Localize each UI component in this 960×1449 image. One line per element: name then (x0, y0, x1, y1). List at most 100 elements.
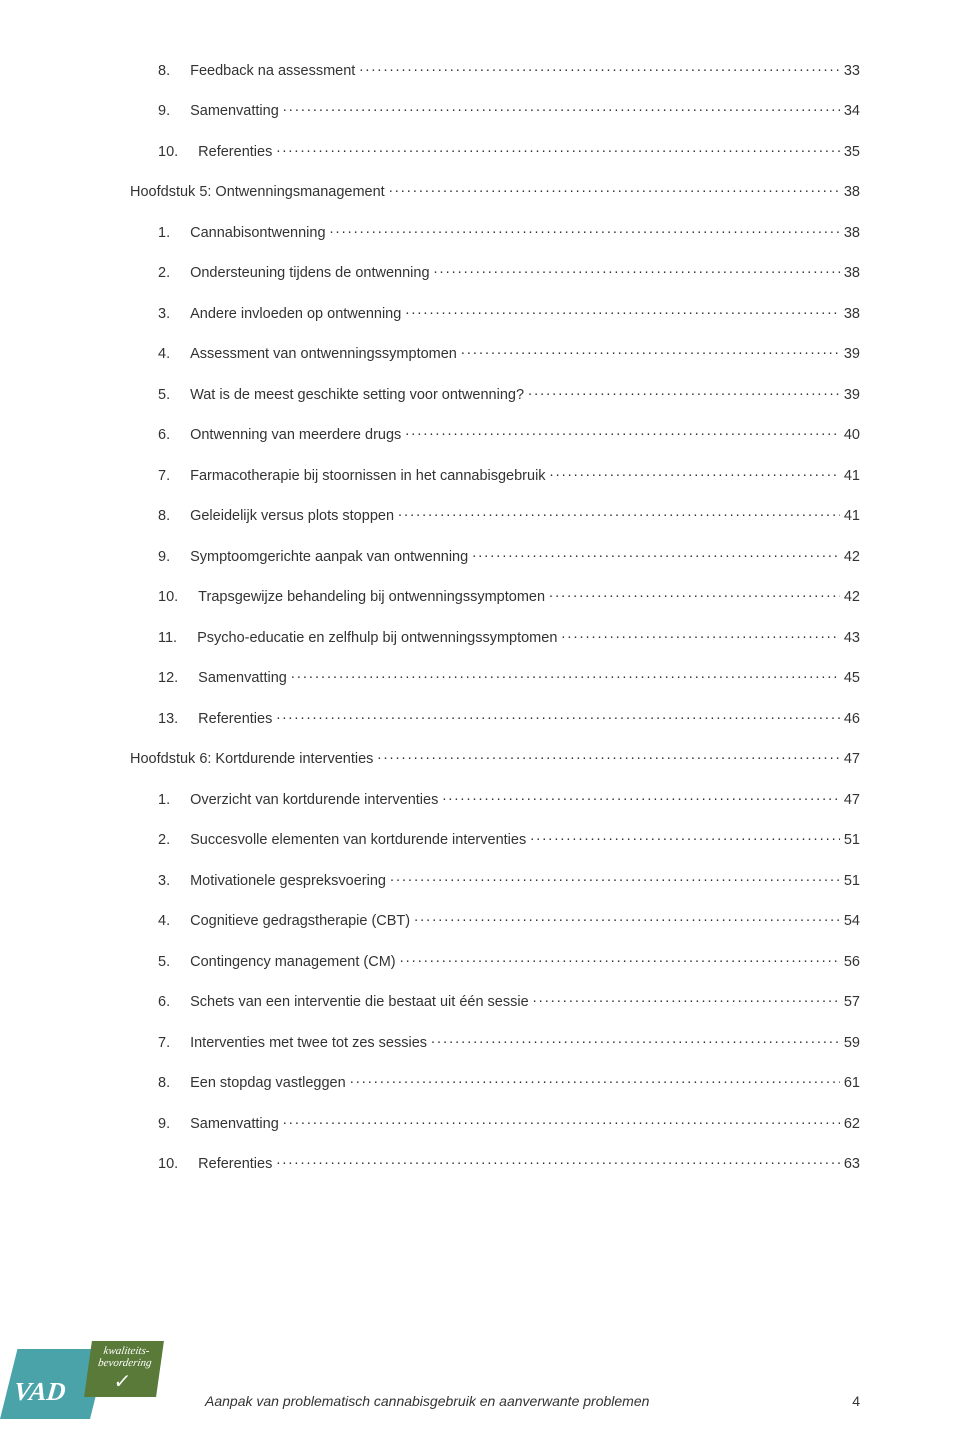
footer-doc-title: Aanpak van problematisch cannabisgebruik… (205, 1393, 649, 1409)
toc-leader-dots (405, 425, 840, 440)
logo: VAD kwaliteits- bevordering ✓ (0, 1331, 175, 1419)
toc-entry-title: Referenties (198, 1156, 272, 1172)
page-footer: VAD kwaliteits- bevordering ✓ Aanpak van… (0, 1329, 960, 1419)
toc-entry[interactable]: 8.Een stopdag vastleggen61 (158, 1073, 860, 1092)
toc-entry-number: 8. (158, 1075, 190, 1091)
toc-entry-title: Trapsgewijze behandeling bij ontwennings… (198, 589, 545, 605)
toc-entry-page: 41 (844, 508, 860, 524)
toc-entry-number: 4. (158, 346, 190, 362)
toc-entry-page: 42 (844, 549, 860, 565)
toc-entry-number: 6. (158, 427, 190, 443)
toc-leader-dots (398, 506, 840, 521)
toc-entry[interactable]: 4.Cognitieve gedragstherapie (CBT)54 (158, 911, 860, 930)
toc-entry[interactable]: 10.Referenties 63 (158, 1154, 860, 1173)
toc-entry-number: 3. (158, 306, 190, 322)
toc-entry[interactable]: 9.Samenvatting34 (158, 101, 860, 120)
toc-entry-page: 39 (844, 346, 860, 362)
toc-entry-title: Schets van een interventie die bestaat u… (190, 994, 529, 1010)
toc-entry-number: 5. (158, 954, 190, 970)
logo-flag-check-icon: ✓ (112, 1371, 132, 1393)
toc-entry[interactable]: 1.Overzicht van kortdurende interventies… (158, 789, 860, 808)
logo-flag-line1: kwaliteits- (103, 1345, 151, 1357)
toc-chapter[interactable]: Hoofdstuk 5: Ontwenningsmanagement38 (130, 182, 860, 201)
toc-entry-title: Samenvatting (190, 1116, 279, 1132)
toc-entry-page: 47 (844, 792, 860, 808)
toc-entry-number: 9. (158, 103, 190, 119)
toc-entry-number: 8. (158, 508, 190, 524)
toc-entry-title: Samenvatting (198, 670, 287, 686)
toc-entry[interactable]: 10.Referenties35 (158, 141, 860, 160)
toc-entry[interactable]: 3.Motivationele gespreksvoering51 (158, 870, 860, 889)
toc-entry-title: Farmacotherapie bij stoornissen in het c… (190, 468, 545, 484)
toc-entry[interactable]: 8.Feedback na assessment33 (158, 60, 860, 79)
toc-entry[interactable]: 5.Contingency management (CM)56 (158, 951, 860, 970)
toc-entry-title: Referenties (198, 144, 272, 160)
toc-entry[interactable]: 12.Samenvatting 45 (158, 668, 860, 687)
logo-flag-line2: bevordering (97, 1357, 152, 1369)
toc-entry[interactable]: 1.Cannabisontwenning38 (158, 222, 860, 241)
toc-entry-page: 54 (844, 913, 860, 929)
toc-leader-dots (533, 992, 840, 1007)
toc-entry-title: Psycho-educatie en zelfhulp bij ontwenni… (197, 630, 557, 646)
toc-entry-page: 42 (844, 589, 860, 605)
toc-entry-page: 43 (844, 630, 860, 646)
toc-entry-title: Contingency management (CM) (190, 954, 396, 970)
toc-entry-page: 59 (844, 1035, 860, 1051)
toc-entry-number: 11. (158, 630, 197, 646)
toc-entry-page: 38 (844, 306, 860, 322)
toc-entry-page: 38 (844, 265, 860, 281)
toc-entry-page: 41 (844, 468, 860, 484)
toc-entry-number: 13. (158, 711, 198, 727)
toc-entry-number: 9. (158, 1116, 190, 1132)
toc-entry-title: Wat is de meest geschikte setting voor o… (190, 387, 524, 403)
toc-entry-number: 3. (158, 873, 190, 889)
toc-leader-dots (472, 546, 840, 561)
toc-leader-dots (276, 708, 840, 723)
toc-entry-page: 57 (844, 994, 860, 1010)
toc-entry-title: Overzicht van kortdurende interventies (190, 792, 438, 808)
toc-entry-number: 10. (158, 1156, 198, 1172)
toc-leader-dots (291, 668, 840, 683)
toc-entry-number: 6. (158, 994, 190, 1010)
toc-entry-number: 10. (158, 589, 198, 605)
toc-entry-number: 1. (158, 225, 190, 241)
logo-text: VAD (12, 1377, 67, 1407)
toc-entry-title: Referenties (198, 711, 272, 727)
toc-entry[interactable]: 9.Samenvatting 62 (158, 1113, 860, 1132)
toc-entry-number: 7. (158, 468, 190, 484)
toc-leader-dots (405, 303, 840, 318)
toc-leader-dots (377, 749, 839, 764)
toc-entry[interactable]: 4.Assessment van ontwenningssymptomen39 (158, 344, 860, 363)
toc-leader-dots (442, 789, 840, 804)
toc-entry[interactable]: 11.Psycho-educatie en zelfhulp bij ontwe… (158, 627, 860, 646)
toc-entry[interactable]: 6.Schets van een interventie die bestaat… (158, 992, 860, 1011)
toc-entry[interactable]: 6.Ontwenning van meerdere drugs40 (158, 425, 860, 444)
toc-entry[interactable]: 8.Geleidelijk versus plots stoppen41 (158, 506, 860, 525)
toc-entry-page: 46 (844, 711, 860, 727)
toc-chapter[interactable]: Hoofdstuk 6: Kortdurende interventies47 (130, 749, 860, 768)
toc-entry[interactable]: 9.Symptoomgerichte aanpak van ontwenning… (158, 546, 860, 565)
toc-entry-title: Ondersteuning tijdens de ontwenning (190, 265, 429, 281)
toc-leader-dots (434, 263, 840, 278)
toc-entry[interactable]: 7.Interventies met twee tot zes sessies5… (158, 1032, 860, 1051)
toc-entry[interactable]: 10.Trapsgewijze behandeling bij ontwenni… (158, 587, 860, 606)
toc-entry-title: Feedback na assessment (190, 63, 355, 79)
toc-entry[interactable]: 2.Ondersteuning tijdens de ontwenning38 (158, 263, 860, 282)
toc-entry[interactable]: 7.Farmacotherapie bij stoornissen in het… (158, 465, 860, 484)
toc-entry[interactable]: 2.Succesvolle elementen van kortdurende … (158, 830, 860, 849)
toc-entry[interactable]: 3.Andere invloeden op ontwenning38 (158, 303, 860, 322)
toc-entry-title: Een stopdag vastleggen (190, 1075, 346, 1091)
toc-entry[interactable]: 5.Wat is de meest geschikte setting voor… (158, 384, 860, 403)
toc-entry-page: 63 (844, 1156, 860, 1172)
toc-entry-page: 47 (844, 751, 860, 767)
toc-entry-title: Cannabisontwenning (190, 225, 325, 241)
footer-page-number: 4 (852, 1393, 860, 1409)
toc-entry[interactable]: 13.Referenties 46 (158, 708, 860, 727)
toc-entry-number: 12. (158, 670, 198, 686)
toc-leader-dots (276, 1154, 840, 1169)
toc-entry-page: 45 (844, 670, 860, 686)
toc-entry-number: 4. (158, 913, 190, 929)
toc-entry-page: 62 (844, 1116, 860, 1132)
toc-entry-title: Symptoomgerichte aanpak van ontwenning (190, 549, 468, 565)
toc-entry-number: 10. (158, 144, 198, 160)
